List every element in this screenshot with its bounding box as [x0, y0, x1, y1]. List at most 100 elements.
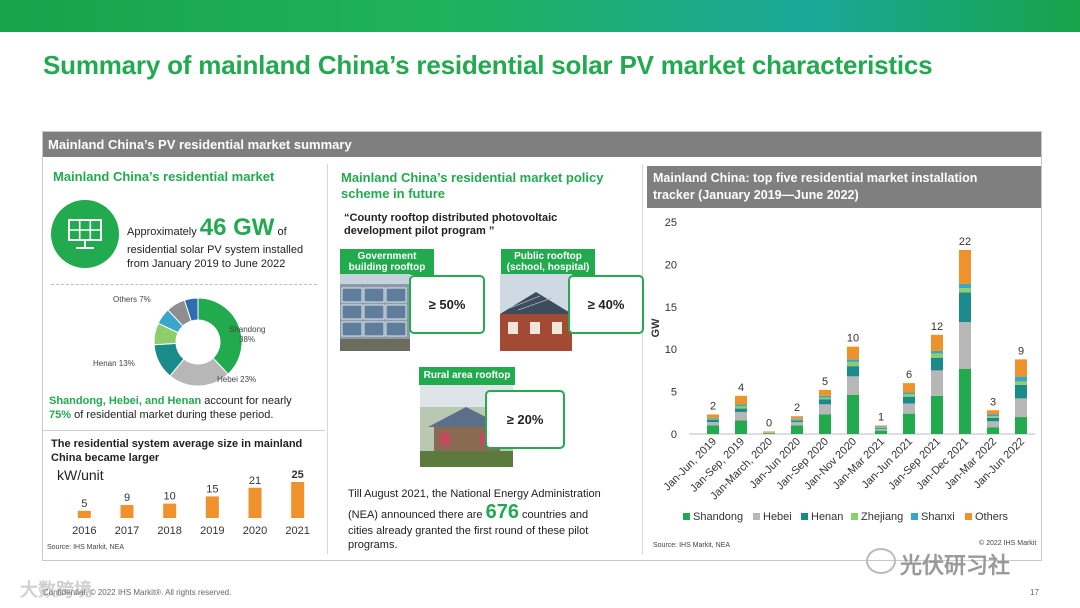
rural-rooftop-label: Rural area rooftop: [419, 367, 515, 385]
avg-size-year-label: 2017: [115, 525, 139, 537]
avg-size-value-label: 25: [292, 469, 304, 481]
tracker-bar-segment-henan: [847, 366, 859, 377]
top-brand-bar: [0, 0, 1080, 32]
dashed-divider: [51, 284, 317, 285]
tracker-bar-segment-zhejiang: [903, 394, 915, 397]
tracker-bar-segment-shanxi: [1015, 376, 1027, 382]
gov-label-line1: Government: [357, 251, 417, 262]
middle-heading-1: Mainland China’s residential market poli…: [341, 170, 604, 185]
tracker-bar-segment-zhejiang: [875, 427, 887, 429]
legend-label-henan: Henan: [811, 511, 843, 523]
legend-label-shanxi: Shanxi: [921, 511, 955, 523]
watermark-right: 光伏研习社: [900, 553, 1011, 578]
tracker-bar-segment-others: [1015, 359, 1027, 377]
capacity-value: 46 GW: [199, 214, 275, 241]
avg-size-chart: 5 2016 9 2017 10 2018 15 2019 21 2020 25 2021: [72, 469, 310, 537]
province-rest: account for nearly: [201, 395, 292, 407]
tracker-bar-segment-hebei: [819, 404, 831, 415]
tracker-bar-segment-shandong: [847, 394, 859, 434]
tracker-bar-segment-henan: [987, 417, 999, 422]
tracker-bar-segment-shandong: [707, 425, 719, 434]
public-rooftop-label: Public rooftop (school, hospital): [501, 249, 595, 275]
policy-quote-1: “County rooftop distributed photovoltaic: [344, 212, 558, 224]
tracker-total-label: 3: [990, 396, 996, 408]
public-label-line1: Public rooftop: [514, 251, 582, 262]
tracker-bar-segment-hebei: [847, 376, 859, 395]
avg-size-year-label: 2020: [243, 525, 267, 537]
capacity-line2: residential solar PV system installed: [127, 244, 304, 256]
tracker-heading-bar: Mainland China: top five residential mar…: [647, 166, 1041, 208]
tracker-y-tick: 15: [665, 302, 677, 314]
avg-size-bar: [163, 503, 177, 518]
legend-swatch-shandong: [683, 513, 690, 520]
tracker-bar-segment-others: [931, 334, 943, 351]
tracker-total-label: 10: [847, 333, 859, 345]
nea-count: 676: [485, 501, 519, 523]
avg-size-bar: [205, 496, 219, 518]
tracker-bar-segment-hebei: [791, 422, 803, 426]
tracker-bar-segment-others: [735, 395, 747, 405]
tracker-bar-segment-hebei: [959, 322, 971, 369]
tracker-bar-segment-shandong: [987, 427, 999, 434]
solar-panel-icon: [51, 200, 119, 268]
tracker-bar-segment-hebei: [931, 370, 943, 396]
tracker-bar-segment-henan: [959, 292, 971, 323]
capacity-line3: from January 2019 to June 2022: [127, 258, 286, 270]
donut-slice-remaining: [183, 297, 199, 322]
avg-size-value-label: 15: [206, 483, 218, 495]
tracker-bar-segment-henan: [791, 420, 803, 423]
nea-text: Till August 2021, the National Energy Ad…: [348, 485, 638, 552]
tracker-bar-segment-henan: [931, 357, 943, 371]
tracker-bar-segment-zhejiang: [931, 353, 943, 358]
tracker-total-label: 2: [794, 402, 800, 414]
share-rest: of residential market during these perio…: [71, 409, 274, 421]
summary-panel: Mainland China’s PV residential market s…: [42, 131, 1042, 561]
tracker-bar-segment-others: [903, 383, 915, 393]
approx-prefix: Approximately: [127, 226, 197, 238]
tracker-bar-segment-hebei: [903, 403, 915, 414]
tracker-bar-segment-zhejiang: [959, 288, 971, 293]
gov-building-photo: [340, 274, 410, 351]
avg-size-unit: kW/unit: [57, 467, 104, 483]
tracker-bar-segment-zhejiang: [1015, 381, 1027, 385]
gov-share-box: ≥ 50%: [409, 275, 485, 334]
tracker-bar-segment-shandong: [959, 368, 971, 434]
tracker-bar-segment-shanxi: [707, 417, 719, 419]
tracker-bar-segment-henan: [707, 419, 719, 423]
nea-line-2b: countries and: [522, 509, 589, 521]
avg-size-value-label: 21: [249, 475, 261, 487]
section-rule: [43, 430, 325, 431]
middle-heading-2: scheme in future: [341, 186, 446, 201]
tracker-bar-segment-shandong: [763, 433, 775, 434]
approx-suffix: of: [277, 226, 287, 238]
donut-label-shandong: Shandong: [229, 325, 266, 334]
tracker-bar-segment-others: [987, 410, 999, 415]
donut-label-henan: Henan 13%: [93, 359, 135, 368]
gov-rooftop-label: Government building rooftop: [340, 249, 434, 275]
tracker-bar-segment-shandong: [1015, 417, 1027, 434]
tracker-bar-segment-shandong: [819, 414, 831, 434]
tracker-heading-2: tracker (January 2019—June 2022): [653, 188, 859, 202]
tracker-total-label: 22: [959, 236, 971, 248]
tracker-bar-segment-henan: [903, 396, 915, 404]
legend-label-hebei: Hebei: [763, 511, 792, 523]
donut-label-shandong-pct: 38%: [239, 335, 256, 344]
tracker-bar-segment-shanxi: [959, 283, 971, 289]
right-source: Source: IHS Markit, NEA: [653, 542, 731, 549]
avg-size-year-label: 2019: [200, 525, 224, 537]
wechat-icon: [866, 548, 896, 574]
tracker-bar-segment-zhejiang: [707, 418, 719, 420]
tracker-bar-segment-henan: [735, 408, 747, 412]
tracker-bar-segment-hebei: [735, 411, 747, 421]
tracker-bar-segment-henan: [1015, 384, 1027, 399]
tracker-x-tick: Jan-Jun 2022: [971, 436, 1027, 492]
tracker-bar-segment-shandong: [735, 420, 747, 434]
tracker-bar-segment-others: [875, 425, 887, 427]
public-share-box: ≥ 40%: [568, 275, 644, 334]
tracker-bar-segment-hebei: [987, 421, 999, 428]
avg-size-bar: [120, 505, 134, 518]
nea-line-2: (NEA) announced there are 676 countries …: [348, 501, 638, 524]
nea-line-1: Till August 2021, the National Energy Ad…: [348, 488, 601, 500]
column-divider: [327, 164, 328, 554]
legend-label-shandong: Shandong: [693, 511, 743, 523]
